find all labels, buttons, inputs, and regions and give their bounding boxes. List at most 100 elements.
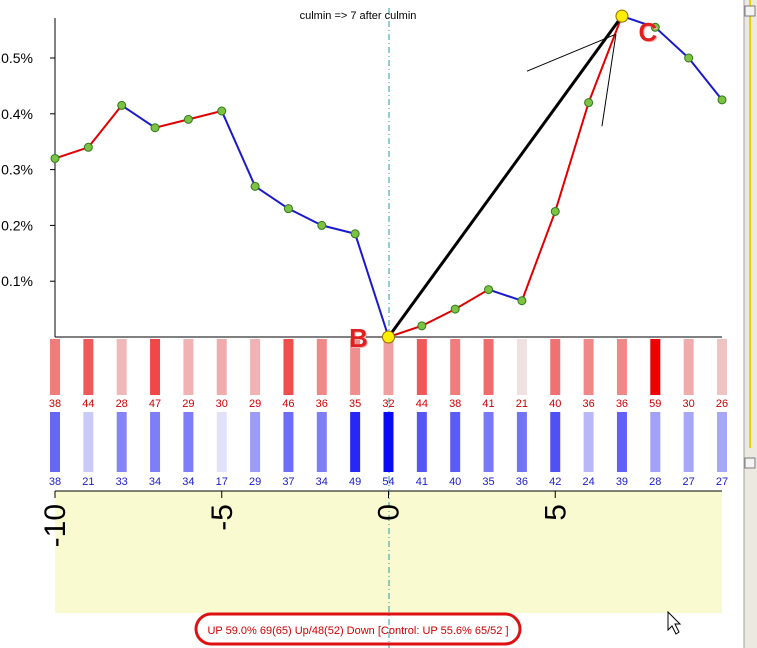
series-markers [50,9,727,344]
down-count-bar [683,412,694,472]
data-point [350,229,360,239]
up-count-bar [516,339,527,395]
series-segment [554,102,590,212]
data-point [584,98,594,108]
down-count-bar [416,412,427,472]
up-count-bar [350,339,361,395]
down-count-label: 17 [216,476,228,488]
down-count-bar [350,412,361,472]
up-count-label: 44 [416,398,428,410]
down-count-bar [483,412,494,472]
up-count-label: 26 [716,398,728,410]
up-count-bar [216,339,227,395]
down-count-bar [316,412,327,472]
down-count-bar [250,412,261,472]
up-count-label: 36 [616,398,628,410]
up-count-label: 38 [449,398,461,410]
data-point [50,153,60,163]
window-corner-box [744,5,756,17]
down-count-bar [650,412,661,472]
down-count-label: 34 [316,476,328,488]
up-count-label: 21 [516,398,528,410]
tangent-line-left [526,33,617,72]
x-tick-label: -5 [206,504,239,531]
up-count-bar [583,339,594,395]
series-segment [354,233,390,338]
down-count-label: 39 [616,476,628,488]
down-count-label: 41 [416,476,428,488]
down-count-bar [583,412,594,472]
up-count-bar [650,339,661,395]
series-segment [587,15,623,103]
up-count-bar [416,339,427,395]
stats-text: UP 59.0% 69(65) Up/48(52) Down [Control:… [207,625,508,637]
annotation-shadow: B [350,324,369,354]
down-count-label: 34 [182,476,194,488]
y-tick-label: 0.5% [1,50,33,66]
down-count-label: 24 [582,476,594,488]
down-count-bar [50,412,60,472]
down-count-bar [83,412,94,472]
up-count-bar [483,339,494,395]
down-count-label: 29 [249,476,261,488]
data-point [517,296,527,306]
up-count-bar [250,339,261,395]
up-count-label: 46 [282,398,294,410]
stats-highlight-oval [194,612,522,646]
y-tick-label: 0.4% [1,106,33,122]
series-segment [488,288,523,302]
series-segment [154,118,189,129]
down-count-label: 49 [349,476,361,488]
down-count-bar [550,412,561,472]
down-count-label: 33 [116,476,128,488]
data-point [450,304,460,314]
data-point [117,100,127,110]
data-point [250,181,260,191]
up-count-label: 47 [149,398,161,410]
down-count-bar [283,412,294,472]
up-count-bar [450,339,461,395]
up-count-bar [283,339,294,395]
window-corner-box-lower [744,457,756,469]
up-count-label: 41 [482,398,494,410]
data-point [650,22,660,32]
up-count-label: 44 [82,398,94,410]
series-segment [421,308,456,327]
data-point [684,53,694,63]
series-segment [188,110,222,121]
data-point [83,142,93,152]
up-count-bar [717,339,727,395]
x-tick-label: 5 [539,504,572,521]
down-count-label: 34 [149,476,161,488]
up-count-label: 29 [249,398,261,410]
up-count-label: 59 [649,398,661,410]
series-segment [520,211,557,302]
x-tick-label: -10 [39,504,72,547]
up-count-bar [50,339,60,395]
up-count-label: 35 [349,398,361,410]
b-to-c-line [387,15,624,338]
down-count-label: 21 [82,476,94,488]
down-count-bar [183,412,194,472]
data-point [484,285,494,295]
up-count-bar [550,339,561,395]
down-count-bar [383,412,394,472]
up-count-label: 40 [549,398,561,410]
down-count-bar [450,412,461,472]
series-segment [454,288,490,310]
up-count-bar [83,339,94,395]
y-tick-label: 0.2% [1,217,33,233]
up-count-label: 30 [683,398,695,410]
down-count-label: 36 [516,476,528,488]
down-count-bar [717,412,727,472]
x-tick-label: 0 [373,504,406,521]
series-lines [54,15,723,338]
data-point [382,330,395,344]
annotation-label: B [349,323,368,353]
series-segment [288,207,323,227]
mouse-cursor-icon [667,610,682,635]
tangent-line-down [601,34,617,127]
down-count-label: 40 [449,476,461,488]
down-count-label: 35 [482,476,494,488]
